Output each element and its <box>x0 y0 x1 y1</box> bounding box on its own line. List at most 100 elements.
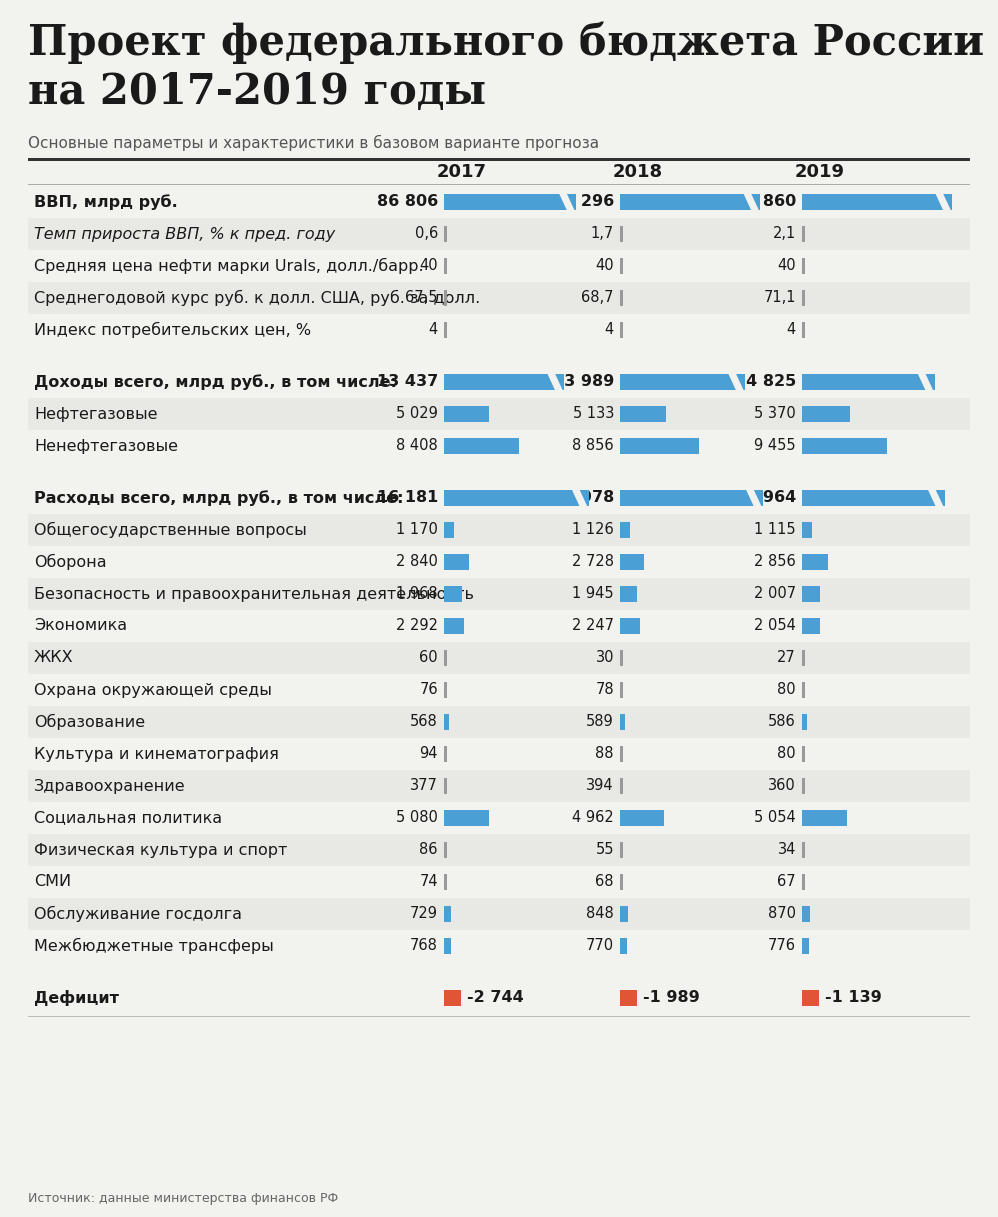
Bar <box>802 489 945 506</box>
Text: 68: 68 <box>596 875 614 890</box>
Text: 67,5: 67,5 <box>405 291 438 305</box>
Bar <box>620 989 637 1006</box>
Bar <box>620 290 624 307</box>
Polygon shape <box>559 194 575 211</box>
Bar <box>444 585 462 602</box>
Text: 4: 4 <box>429 323 438 337</box>
Bar <box>620 585 638 602</box>
Text: 4 962: 4 962 <box>572 811 614 825</box>
Text: 377: 377 <box>410 779 438 793</box>
Text: 14 825: 14 825 <box>735 375 796 389</box>
Text: 16 181: 16 181 <box>377 490 438 505</box>
Text: -1 989: -1 989 <box>643 991 700 1005</box>
Bar <box>28 514 970 546</box>
Bar <box>28 578 970 610</box>
Text: Обслуживание госдолга: Обслуживание госдолга <box>34 905 242 922</box>
Bar <box>620 225 624 242</box>
Text: Темп прироста ВВП, % к пред. году: Темп прироста ВВП, % к пред. году <box>34 226 335 241</box>
Text: 4: 4 <box>786 323 796 337</box>
Bar <box>444 225 447 242</box>
Bar <box>620 778 624 795</box>
Text: 40: 40 <box>419 258 438 274</box>
Bar <box>802 682 805 699</box>
Text: 2 856: 2 856 <box>754 555 796 570</box>
Text: 360: 360 <box>768 779 796 793</box>
Text: 9 455: 9 455 <box>754 438 796 454</box>
Text: 770: 770 <box>586 938 614 953</box>
Text: 2 054: 2 054 <box>754 618 796 634</box>
Text: 5 370: 5 370 <box>754 406 796 421</box>
Text: 55: 55 <box>596 842 614 858</box>
Bar <box>28 674 970 706</box>
Text: 86 806: 86 806 <box>377 195 438 209</box>
Text: 60: 60 <box>419 651 438 666</box>
Text: 1 115: 1 115 <box>754 522 796 538</box>
Text: Здравоохранение: Здравоохранение <box>34 779 186 793</box>
Text: Межбюджетные трансферы: Межбюджетные трансферы <box>34 938 273 954</box>
Text: 74: 74 <box>419 875 438 890</box>
Text: 5 054: 5 054 <box>754 811 796 825</box>
Text: ВВП, млрд руб.: ВВП, млрд руб. <box>34 195 178 209</box>
Bar <box>444 809 489 826</box>
Text: 5 080: 5 080 <box>396 811 438 825</box>
Text: Доходы всего, млрд руб., в том числе:: Доходы всего, млрд руб., в том числе: <box>34 374 397 389</box>
Text: 13 437: 13 437 <box>377 375 438 389</box>
Bar <box>28 158 970 161</box>
Bar <box>444 650 447 667</box>
Text: -2 744: -2 744 <box>467 991 523 1005</box>
Bar <box>28 834 970 867</box>
Text: Охрана окружающей среды: Охрана окружающей среды <box>34 683 271 697</box>
Text: 98 860: 98 860 <box>735 195 796 209</box>
Polygon shape <box>729 374 744 391</box>
Text: 2019: 2019 <box>795 163 845 181</box>
Bar <box>802 585 820 602</box>
Polygon shape <box>935 194 951 211</box>
Text: 848: 848 <box>586 907 614 921</box>
Text: 34: 34 <box>777 842 796 858</box>
Text: 2 007: 2 007 <box>753 587 796 601</box>
Text: 5 029: 5 029 <box>396 406 438 421</box>
Bar <box>28 218 970 249</box>
Bar <box>620 618 640 634</box>
Polygon shape <box>918 374 933 391</box>
Bar <box>802 713 807 730</box>
Bar <box>620 874 624 891</box>
Bar <box>620 937 627 954</box>
Bar <box>28 430 970 462</box>
Text: 8 408: 8 408 <box>396 438 438 454</box>
Text: Ненефтегазовые: Ненефтегазовые <box>34 438 178 454</box>
Text: 76: 76 <box>419 683 438 697</box>
Text: 2 292: 2 292 <box>396 618 438 634</box>
Text: 2 728: 2 728 <box>572 555 614 570</box>
Text: 4: 4 <box>605 323 614 337</box>
Bar <box>802 874 805 891</box>
Text: 729: 729 <box>410 907 438 921</box>
Bar <box>802 374 934 391</box>
Text: 13 989: 13 989 <box>553 375 614 389</box>
Text: 1 126: 1 126 <box>572 522 614 538</box>
Bar <box>802 746 805 762</box>
Bar <box>28 738 970 770</box>
Text: 1 945: 1 945 <box>573 587 614 601</box>
Bar <box>802 438 886 454</box>
Text: 68,7: 68,7 <box>582 291 614 305</box>
Text: 94: 94 <box>419 746 438 762</box>
Text: 80: 80 <box>777 746 796 762</box>
Bar <box>28 249 970 282</box>
Text: 5 133: 5 133 <box>573 406 614 421</box>
Bar <box>28 770 970 802</box>
Polygon shape <box>928 489 943 506</box>
Text: СМИ: СМИ <box>34 875 71 890</box>
Text: Оборона: Оборона <box>34 554 107 570</box>
Text: 86: 86 <box>419 842 438 858</box>
Text: 78: 78 <box>596 683 614 697</box>
Bar <box>444 405 489 422</box>
Bar <box>28 706 970 738</box>
Bar <box>28 982 970 1014</box>
Bar <box>620 374 746 391</box>
Bar <box>28 398 970 430</box>
Bar <box>802 290 805 307</box>
Bar <box>28 546 970 578</box>
Bar <box>620 321 624 338</box>
Bar <box>620 746 624 762</box>
